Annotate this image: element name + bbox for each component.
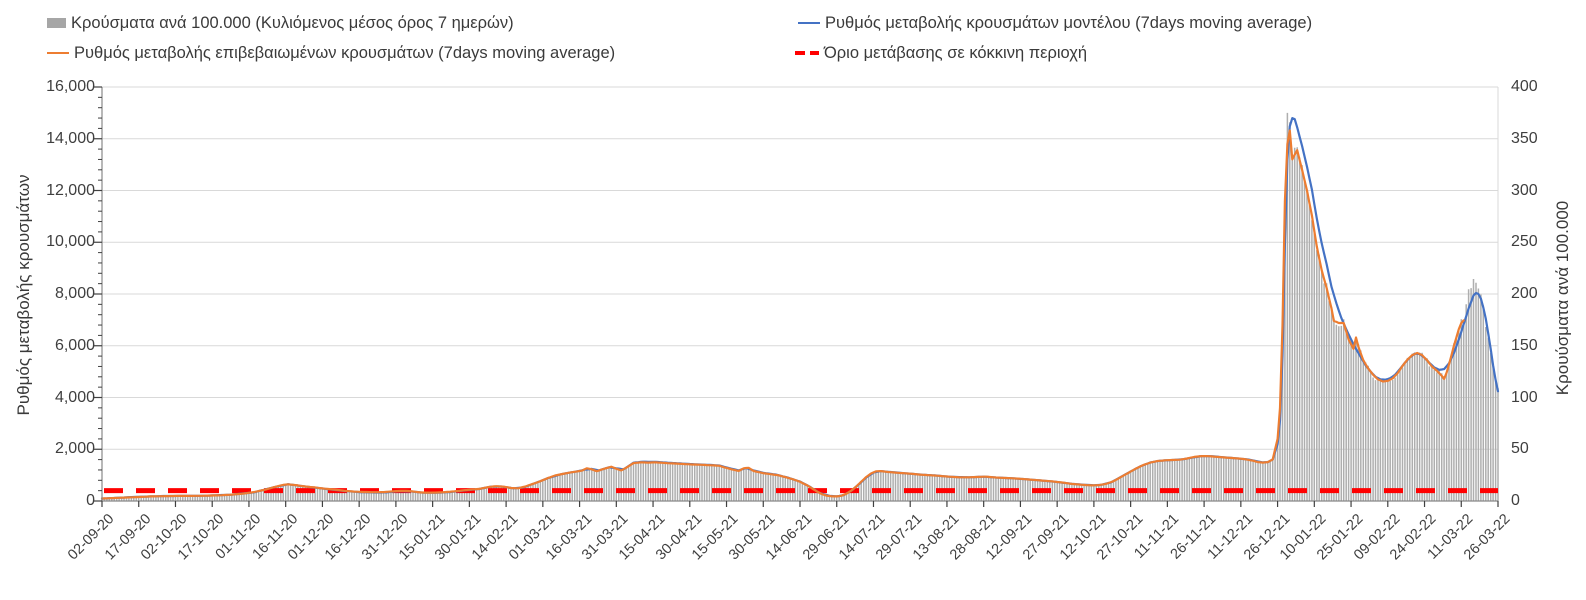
left-axis-tick-label: 2,000	[54, 440, 95, 458]
legend-label: Ρυθμός μεταβολής επιβεβαιωμένων κρουσμάτ…	[74, 43, 616, 62]
left-axis-tick-label: 10,000	[46, 233, 95, 251]
right-axis-tick-label: 100	[1511, 388, 1538, 406]
blue-line-swatch-icon	[798, 21, 820, 25]
right-axis-tick-label: 250	[1511, 233, 1538, 251]
orange-line-swatch-icon	[47, 51, 69, 55]
left-axis-tick-label: 6,000	[54, 336, 95, 354]
legend-item-model-rate: Ρυθμός μεταβολής κρουσμάτων μοντέλου (7d…	[798, 12, 1312, 34]
right-axis-tick-label: 300	[1511, 181, 1538, 199]
left-axis-tick-label: 0	[86, 492, 95, 509]
legend-label: Ρυθμός μεταβολής κρουσμάτων μοντέλου (7d…	[825, 13, 1313, 32]
left-axis-tick-label: 8,000	[54, 285, 95, 302]
left-axis-tick-label: 12,000	[46, 181, 95, 199]
left-axis-tick-label: 14,000	[46, 129, 95, 147]
right-axis-tick-label: 50	[1511, 440, 1529, 458]
right-axis-tick-label: 400	[1511, 78, 1538, 95]
right-axis-tick-label: 0	[1511, 492, 1520, 509]
gray-bar-swatch-icon	[47, 18, 66, 28]
right-axis-tick-label: 200	[1511, 285, 1538, 302]
legend-item-confirmed-rate: Ρυθμός μεταβολής επιβεβαιωμένων κρουσμάτ…	[47, 42, 615, 64]
red-dash-swatch-icon	[795, 50, 819, 56]
right-axis-tick-label: 150	[1511, 336, 1538, 354]
legend-item-red-threshold: Όριο μετάβασης σε κόκκινη περιοχή	[795, 42, 1087, 64]
legend-label: Κρούσματα ανά 100.000 (Κυλιόμενος μέσος …	[71, 13, 514, 32]
model-rate-line	[100, 116, 1500, 500]
confirmed-rate-line	[100, 129, 1465, 500]
right-axis-tick-label: 350	[1511, 129, 1538, 147]
legend-item-cases-bars: Κρούσματα ανά 100.000 (Κυλιόμενος μέσος …	[47, 12, 514, 34]
daily-cases-bars	[101, 112, 1499, 501]
legend-label: Όριο μετάβασης σε κόκκινη περιοχή	[824, 43, 1088, 62]
left-axis-tick-label: 4,000	[54, 388, 95, 406]
left-axis-tick-label: 16,000	[46, 78, 95, 95]
